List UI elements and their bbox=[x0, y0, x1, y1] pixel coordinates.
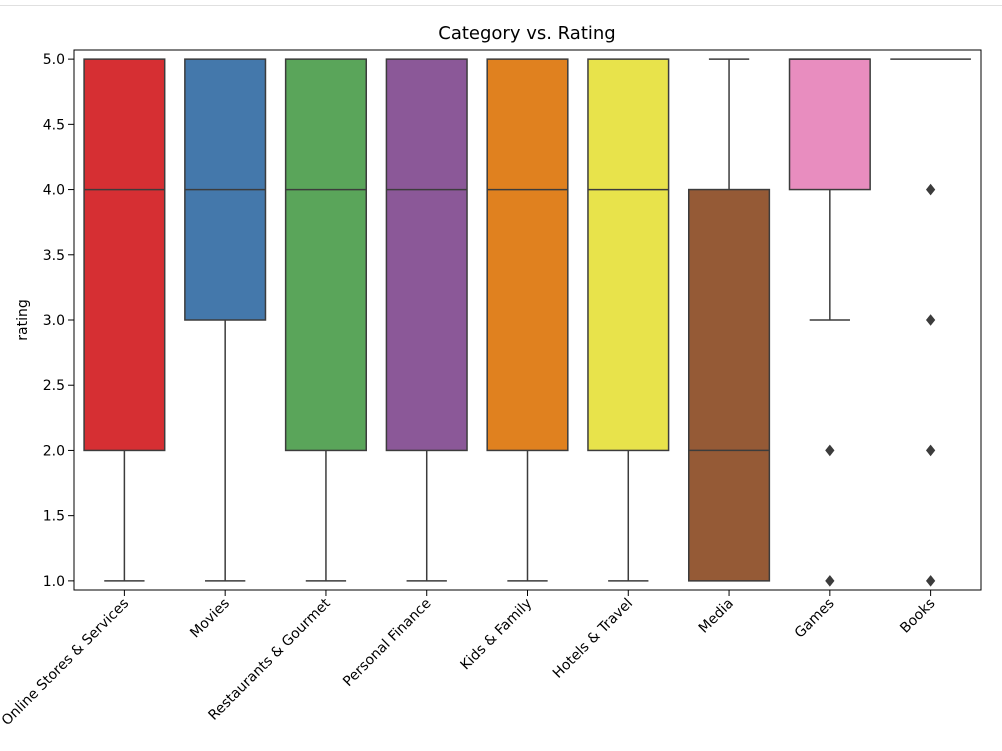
chart-title: Category vs. Rating bbox=[438, 23, 615, 44]
y-tick-label: 2.0 bbox=[43, 443, 65, 459]
y-tick-label: 5.0 bbox=[43, 52, 65, 68]
x-tick-label: Online Stores & Services bbox=[0, 596, 132, 729]
outlier-point bbox=[825, 444, 835, 457]
box bbox=[687, 188, 771, 582]
y-tick-label: 1.5 bbox=[43, 509, 65, 525]
box-group bbox=[486, 58, 569, 582]
box bbox=[788, 58, 871, 191]
box-group bbox=[83, 58, 166, 582]
box-group bbox=[184, 58, 267, 582]
x-tick-label: Personal Finance bbox=[340, 596, 434, 690]
y-tick-label: 2.5 bbox=[43, 378, 65, 394]
outlier-point bbox=[925, 444, 936, 457]
x-tick-label: Movies bbox=[187, 596, 233, 642]
box-group bbox=[587, 58, 670, 582]
y-tick-label: 1.0 bbox=[43, 574, 65, 590]
x-tick-label: Games bbox=[792, 596, 838, 642]
y-axis: 1.0 1.5 2.0 2.5 3.0 3.5 4.0 4.5 5.0 bbox=[43, 52, 74, 590]
box-group bbox=[890, 58, 971, 587]
x-tick-label: Hotels & Travel bbox=[550, 596, 636, 682]
outlier-point bbox=[925, 575, 936, 587]
y-axis-label: rating bbox=[15, 299, 31, 340]
outlier-point bbox=[925, 314, 936, 326]
x-tick-label: Kids & Family bbox=[457, 596, 535, 674]
box-group bbox=[687, 58, 771, 582]
outlier-point bbox=[825, 575, 835, 587]
x-tick-label: Media bbox=[696, 596, 737, 637]
y-tick-label: 3.0 bbox=[43, 313, 65, 329]
y-tick-label: 4.5 bbox=[43, 117, 65, 133]
top-border bbox=[0, 5, 1002, 6]
box bbox=[385, 58, 468, 452]
y-tick-label: 3.5 bbox=[43, 248, 65, 264]
plot-frame bbox=[73, 49, 982, 591]
box bbox=[284, 58, 368, 452]
box-group bbox=[788, 58, 871, 587]
plot-area bbox=[83, 58, 971, 587]
box bbox=[587, 58, 670, 452]
box-group bbox=[284, 58, 368, 582]
x-tick-label: Books bbox=[897, 596, 938, 637]
box-group bbox=[385, 58, 468, 582]
box bbox=[486, 58, 569, 452]
y-tick-label: 4.0 bbox=[43, 183, 65, 199]
outlier-point bbox=[925, 183, 936, 196]
x-axis: Online Stores & Services MoviesRestaurant… bbox=[0, 590, 938, 729]
box bbox=[83, 58, 166, 452]
